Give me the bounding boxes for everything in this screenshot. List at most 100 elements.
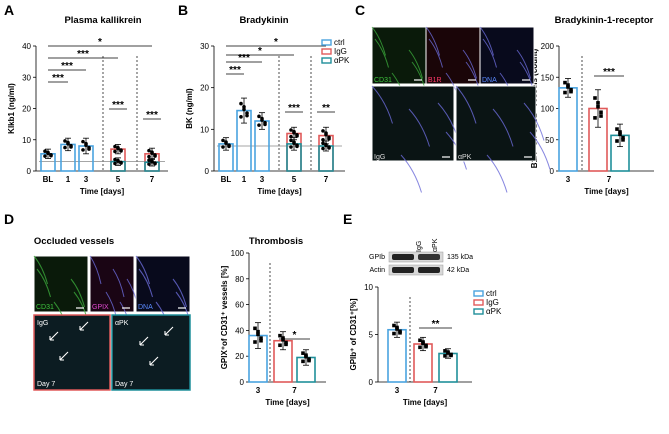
- y-tick-label: 40: [22, 42, 31, 51]
- data-point: [116, 146, 120, 151]
- vessel-signal: [479, 26, 494, 56]
- data-point: [113, 144, 117, 149]
- data-point: [321, 146, 325, 151]
- micro-label-igg: IgG: [374, 154, 385, 161]
- y-tick-label: 80: [235, 275, 244, 284]
- legend-label: IgG: [334, 47, 347, 56]
- data-point: [569, 87, 573, 92]
- vessel-signal: [408, 108, 430, 147]
- data-point: [307, 358, 311, 363]
- y-tick-label: 20: [22, 105, 31, 114]
- data-point: [260, 118, 264, 122]
- micrograph-d-dna: [135, 255, 191, 313]
- data-point: [278, 333, 282, 338]
- data-point: [81, 148, 85, 152]
- vessel-signal: [112, 268, 125, 298]
- data-point: [295, 134, 299, 138]
- data-point: [569, 89, 573, 94]
- vessel-signal: [516, 49, 531, 79]
- data-point: [150, 160, 154, 164]
- y-axis-label: GPIX⁺of CD31⁺ vessels [%]: [220, 265, 229, 369]
- micrograph-cd31: [371, 26, 427, 85]
- panel-letter-E: E: [343, 211, 352, 227]
- y-tick-label: 20: [200, 84, 209, 93]
- micro-label-d-igg: IgG: [37, 320, 48, 327]
- vessel-signal: [89, 255, 102, 285]
- blot-band: [392, 254, 414, 260]
- data-point: [392, 323, 396, 328]
- arrow-marker: [59, 351, 69, 361]
- data-point: [224, 141, 228, 146]
- data-point: [81, 139, 85, 144]
- data-point: [242, 105, 246, 109]
- significance-label: **: [432, 319, 440, 330]
- data-point: [147, 162, 151, 166]
- arrow-marker: [49, 331, 59, 341]
- x-axis-label: Time [days]: [80, 187, 125, 196]
- y-tick-label: 5: [369, 331, 374, 340]
- data-point: [119, 161, 123, 165]
- data-point: [566, 83, 570, 87]
- micro-label-cd31: CD31: [374, 77, 392, 84]
- data-point: [239, 115, 243, 119]
- y-tick-label: 10: [200, 125, 209, 134]
- data-point: [593, 116, 597, 120]
- data-point: [69, 145, 73, 149]
- legend-swatch: [321, 57, 332, 64]
- data-point: [392, 331, 396, 336]
- data-point: [259, 336, 263, 340]
- micrograph-d-cd31: [33, 255, 89, 313]
- data-point: [256, 332, 260, 337]
- micrograph-igg: [371, 85, 455, 162]
- data-point: [49, 153, 53, 158]
- vessel-signal: [371, 85, 393, 124]
- blot-strip-gpib: [388, 251, 444, 263]
- significance-label: *: [293, 330, 297, 341]
- micrograph-apk: [455, 85, 537, 162]
- vessel-signal: [529, 131, 551, 170]
- y-tick-label: 0: [27, 167, 32, 176]
- significance-label: ***: [52, 73, 64, 84]
- data-point: [281, 336, 285, 340]
- legend-swatch: [473, 290, 484, 297]
- x-tick-label: 7: [607, 175, 612, 184]
- vessel-signal: [70, 278, 85, 308]
- vessel-signal: [462, 49, 477, 79]
- significance-label: ***: [112, 100, 124, 111]
- data-point: [284, 340, 288, 345]
- y-tick-label: 30: [200, 42, 209, 51]
- arrow-marker: [139, 336, 149, 346]
- significance-label: ***: [229, 65, 241, 76]
- micro-label-d-dna: DNA: [138, 304, 153, 311]
- x-tick-label: BL: [221, 175, 232, 184]
- legend-swatch: [321, 48, 332, 55]
- data-point: [292, 131, 296, 135]
- data-point: [284, 342, 288, 347]
- data-point: [289, 138, 293, 143]
- legend-label: ctrl: [486, 289, 497, 298]
- data-point: [324, 132, 328, 137]
- data-point: [227, 144, 231, 149]
- data-point: [63, 139, 67, 143]
- x-tick-label: 3: [566, 175, 571, 184]
- data-point: [424, 344, 428, 349]
- legend-swatch: [473, 299, 484, 306]
- data-point: [281, 338, 285, 342]
- arrow-marker: [149, 356, 159, 366]
- micro-label-dna: DNA: [482, 77, 497, 84]
- data-point: [621, 138, 625, 142]
- data-point: [301, 351, 305, 355]
- data-point: [593, 96, 597, 100]
- data-point: [395, 327, 399, 331]
- legend-swatch: [321, 39, 332, 46]
- data-point: [618, 130, 622, 134]
- micro-label-b1r: B1R: [428, 77, 442, 84]
- arrow-marker: [79, 321, 89, 331]
- y-tick-label: 0: [205, 167, 210, 176]
- data-point: [113, 149, 117, 154]
- significance-label: ***: [146, 110, 158, 121]
- vessel-signal: [371, 26, 386, 56]
- blot-band: [418, 254, 440, 260]
- data-point: [566, 85, 570, 89]
- data-point: [153, 154, 157, 158]
